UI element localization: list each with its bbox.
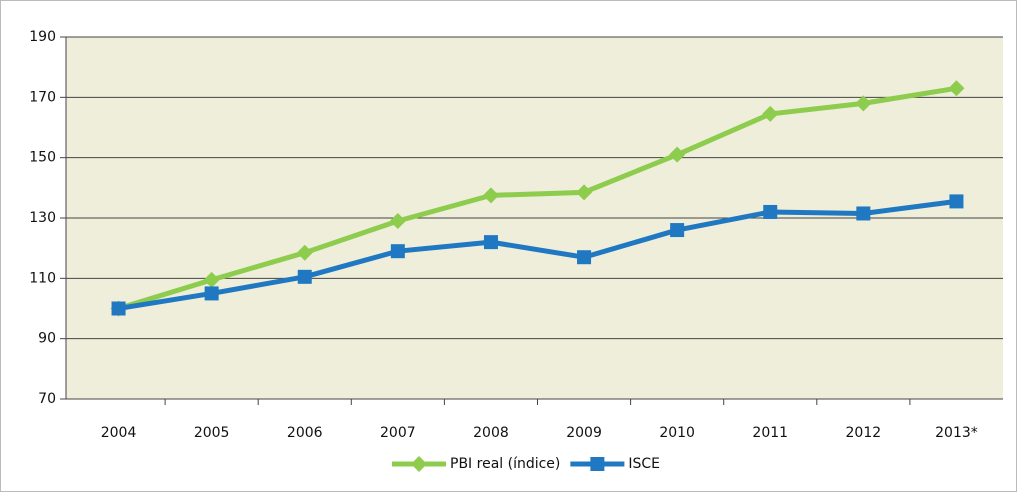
series-line — [117, 85, 957, 311]
x-tick-label: 2004 — [101, 425, 137, 441]
x-tick-label: 2005 — [194, 425, 230, 441]
point — [390, 244, 405, 259]
point — [204, 286, 219, 301]
y-tick-label: 130 — [29, 210, 56, 226]
point — [669, 146, 686, 163]
y-tick-label: 110 — [29, 270, 56, 286]
point — [855, 95, 872, 112]
point — [948, 80, 965, 97]
point — [411, 456, 427, 472]
point — [296, 244, 313, 261]
point — [670, 223, 685, 238]
y-tick-label: 150 — [29, 150, 56, 166]
x-tick-label: 2009 — [566, 425, 602, 441]
x-tick-label: 2006 — [287, 425, 323, 441]
point — [203, 271, 220, 288]
x-tick-label: 2010 — [659, 425, 695, 441]
x-tick-label: 2007 — [380, 425, 416, 441]
point — [856, 206, 871, 221]
y-tick-label: 170 — [29, 89, 56, 105]
y-tick-label: 70 — [38, 391, 56, 407]
series-line — [118, 198, 957, 311]
x-tick-label: 2008 — [473, 425, 509, 441]
point — [482, 187, 499, 204]
point — [763, 204, 778, 219]
point — [297, 269, 312, 284]
x-tick-label: 2013* — [935, 425, 978, 441]
x-tick-label: 2012 — [846, 425, 882, 441]
x-tick-label: 2011 — [752, 425, 788, 441]
legend-label: PBI real (índice) — [450, 456, 560, 472]
point — [762, 105, 779, 122]
point — [949, 194, 964, 209]
y-tick-label: 190 — [29, 29, 56, 45]
point — [577, 250, 592, 265]
legend-label: ISCE — [628, 456, 660, 472]
point — [576, 184, 593, 201]
point — [111, 301, 126, 316]
point — [590, 457, 605, 471]
point — [389, 213, 406, 230]
point — [483, 235, 498, 250]
y-tick-label: 90 — [38, 331, 56, 347]
